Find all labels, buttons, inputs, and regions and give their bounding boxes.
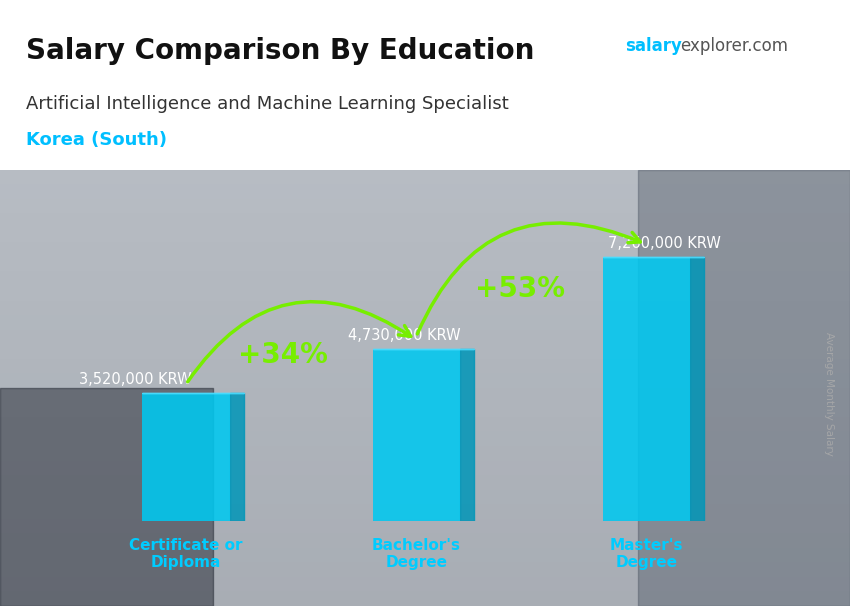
Text: +34%: +34% <box>238 341 328 369</box>
Bar <box>0 388 850 402</box>
Bar <box>0 591 850 606</box>
Text: explorer.com: explorer.com <box>680 38 788 55</box>
Bar <box>0 344 850 359</box>
Bar <box>0 504 850 519</box>
Text: 3,520,000 KRW: 3,520,000 KRW <box>79 371 192 387</box>
Bar <box>0 315 850 330</box>
Bar <box>0 170 850 184</box>
Bar <box>0 577 850 591</box>
Polygon shape <box>690 257 704 521</box>
Text: +53%: +53% <box>475 275 564 303</box>
Text: Salary Comparison By Education: Salary Comparison By Education <box>26 38 534 65</box>
Polygon shape <box>460 349 473 521</box>
Bar <box>0 562 850 577</box>
Bar <box>0 533 850 548</box>
Bar <box>0 548 850 562</box>
Bar <box>603 257 690 521</box>
Bar <box>0 461 850 475</box>
Polygon shape <box>230 393 244 521</box>
Bar <box>0 475 850 490</box>
Bar <box>0 330 850 344</box>
Bar <box>0 301 850 315</box>
Bar <box>0 446 850 461</box>
Bar <box>0 199 850 213</box>
Text: salary: salary <box>625 38 682 55</box>
Text: Average Monthly Salary: Average Monthly Salary <box>824 332 834 456</box>
Bar <box>0 417 850 431</box>
Text: 7,260,000 KRW: 7,260,000 KRW <box>609 236 722 251</box>
Text: Korea (South): Korea (South) <box>26 132 167 149</box>
Bar <box>142 393 230 521</box>
Bar <box>0 431 850 446</box>
Bar <box>0 359 850 373</box>
Bar <box>0 184 850 199</box>
Bar <box>0 228 850 242</box>
Bar <box>0 402 850 417</box>
Bar <box>372 349 460 521</box>
Bar <box>0 242 850 257</box>
Bar <box>0 257 850 271</box>
Bar <box>0 271 850 286</box>
Bar <box>0 213 850 228</box>
Bar <box>0 490 850 504</box>
Text: Artificial Intelligence and Machine Learning Specialist: Artificial Intelligence and Machine Lear… <box>26 95 508 113</box>
Bar <box>0 373 850 388</box>
Bar <box>0 519 850 533</box>
Bar <box>0 286 850 301</box>
Text: 4,730,000 KRW: 4,730,000 KRW <box>348 328 461 342</box>
